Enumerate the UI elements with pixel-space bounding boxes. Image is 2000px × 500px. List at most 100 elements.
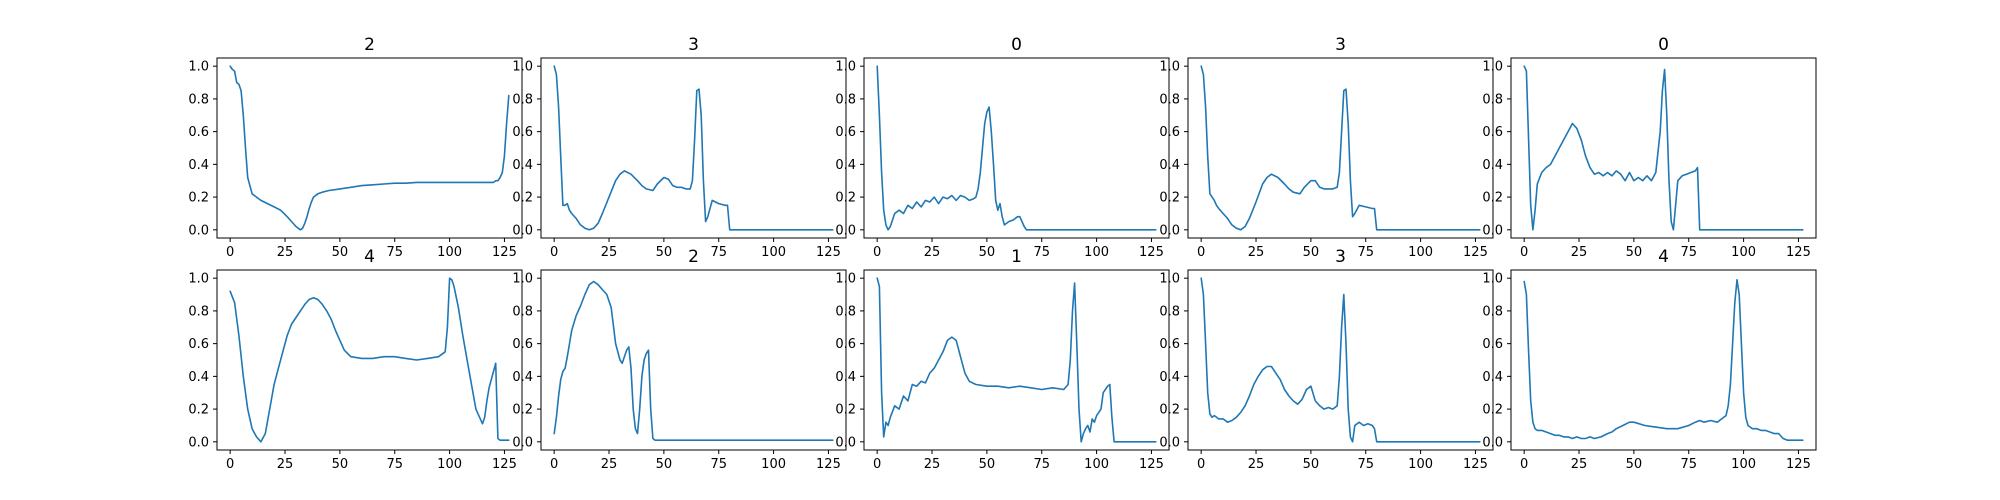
y-tick-label: 0.6 bbox=[1482, 125, 1503, 140]
y-tick-label: 0.2 bbox=[512, 191, 533, 206]
y-tick-label: 0.8 bbox=[1482, 304, 1503, 319]
y-tick-label: 0.6 bbox=[1159, 337, 1180, 352]
subplot-title: 0 bbox=[1011, 35, 1022, 55]
x-tick-label: 100 bbox=[761, 457, 786, 472]
y-tick-label: 0.4 bbox=[512, 370, 533, 385]
y-tick-label: 0.8 bbox=[512, 304, 533, 319]
subplot-1: 3 0 25 50 75 100 125 0.0 0.2 0.4 0.6 0.8 1.0 bbox=[512, 35, 847, 260]
x-tick-label: 100 bbox=[1731, 457, 1756, 472]
x-tick-label: 100 bbox=[1731, 245, 1756, 260]
subplot-title: 4 bbox=[1658, 247, 1669, 267]
subplot-0: 2 0 25 50 75 100 125 0.0 0.2 0.4 0.6 0.8 1.0 bbox=[188, 35, 523, 260]
x-tick-label: 50 bbox=[1303, 457, 1320, 472]
x-tick-label: 25 bbox=[924, 245, 941, 260]
x-tick-label: 0 bbox=[1520, 457, 1528, 472]
y-tick-label: 0.8 bbox=[835, 304, 856, 319]
y-tick-label: 0.0 bbox=[1482, 435, 1503, 450]
y-tick-label: 0.4 bbox=[512, 158, 533, 173]
x-tick-label: 50 bbox=[332, 457, 349, 472]
x-tick-label: 100 bbox=[1408, 245, 1433, 260]
y-tick-label: 1.0 bbox=[835, 60, 856, 75]
x-tick-label: 75 bbox=[386, 457, 403, 472]
y-tick-label: 0.0 bbox=[1159, 223, 1180, 238]
y-tick-label: 0.8 bbox=[188, 304, 209, 319]
y-tick-label: 0.2 bbox=[1482, 191, 1503, 206]
series-line bbox=[553, 65, 834, 231]
series-line bbox=[1523, 278, 1804, 442]
y-tick-label: 1.0 bbox=[1159, 272, 1180, 287]
x-tick-label: 125 bbox=[492, 457, 517, 472]
y-tick-label: 0.4 bbox=[1482, 158, 1503, 173]
x-tick-label: 125 bbox=[1786, 245, 1811, 260]
subplot-9: 4 0 25 50 75 100 125 0.0 0.2 0.4 0.6 0.8 1.0 bbox=[1482, 247, 1817, 472]
x-tick-label: 100 bbox=[1408, 457, 1433, 472]
x-tick-label: 0 bbox=[1197, 245, 1205, 260]
y-tick-label: 1.0 bbox=[1482, 272, 1503, 287]
subplot-2: 0 0 25 50 75 100 125 0.0 0.2 0.4 0.6 0.8 1.0 bbox=[835, 35, 1170, 260]
x-tick-label: 25 bbox=[924, 457, 941, 472]
y-tick-label: 1.0 bbox=[1482, 60, 1503, 75]
y-tick-label: 0.8 bbox=[188, 92, 209, 107]
x-tick-label: 75 bbox=[1357, 457, 1374, 472]
plot-frame bbox=[540, 269, 847, 451]
x-tick-label: 25 bbox=[1248, 457, 1265, 472]
y-tick-label: 0.4 bbox=[1482, 370, 1503, 385]
subplot-title: 0 bbox=[1658, 35, 1669, 55]
subplot-title: 2 bbox=[688, 247, 699, 267]
x-tick-label: 25 bbox=[1571, 245, 1588, 260]
x-tick-label: 75 bbox=[1357, 245, 1374, 260]
x-tick-label: 50 bbox=[656, 245, 673, 260]
y-tick-label: 0.2 bbox=[835, 191, 856, 206]
x-tick-label: 25 bbox=[1571, 457, 1588, 472]
x-tick-label: 125 bbox=[1139, 457, 1164, 472]
y-tick-label: 0.4 bbox=[188, 370, 209, 385]
y-tick-label: 0.2 bbox=[188, 191, 209, 206]
subplot-6: 2 0 25 50 75 100 125 0.0 0.2 0.4 0.6 0.8 1.0 bbox=[512, 247, 847, 472]
subplot-title: 4 bbox=[364, 247, 375, 267]
plot-frame bbox=[1187, 269, 1494, 451]
y-tick-label: 0.2 bbox=[1482, 403, 1503, 418]
x-tick-label: 50 bbox=[1303, 245, 1320, 260]
y-tick-label: 0.6 bbox=[188, 125, 209, 140]
x-tick-label: 100 bbox=[437, 245, 462, 260]
y-tick-label: 0.2 bbox=[512, 403, 533, 418]
plot-frame bbox=[863, 269, 1170, 451]
x-tick-label: 0 bbox=[550, 457, 558, 472]
subplot-3: 3 0 25 50 75 100 125 0.0 0.2 0.4 0.6 0.8 1.0 bbox=[1159, 35, 1494, 260]
y-tick-label: 0.0 bbox=[1159, 435, 1180, 450]
x-tick-label: 75 bbox=[1680, 245, 1697, 260]
x-tick-label: 100 bbox=[761, 245, 786, 260]
x-tick-label: 50 bbox=[979, 457, 996, 472]
subplot-title: 3 bbox=[1335, 35, 1346, 55]
x-tick-label: 75 bbox=[710, 245, 727, 260]
plot-frame bbox=[216, 57, 523, 239]
y-tick-label: 0.8 bbox=[1482, 92, 1503, 107]
y-tick-label: 0.0 bbox=[1482, 223, 1503, 238]
subplot-5: 4 0 25 50 75 100 125 0.0 0.2 0.4 0.6 0.8 1.0 bbox=[188, 247, 523, 472]
y-tick-label: 1.0 bbox=[188, 272, 209, 287]
x-tick-label: 25 bbox=[277, 457, 294, 472]
subplot-title: 1 bbox=[1011, 247, 1022, 267]
subplot-4: 0 0 25 50 75 100 125 0.0 0.2 0.4 0.6 0.8 1.0 bbox=[1482, 35, 1817, 260]
x-tick-label: 125 bbox=[1463, 245, 1488, 260]
plot-frame bbox=[1510, 269, 1817, 451]
y-tick-label: 0.4 bbox=[835, 370, 856, 385]
x-tick-label: 0 bbox=[1520, 245, 1528, 260]
y-tick-label: 0.8 bbox=[835, 92, 856, 107]
plot-frame bbox=[540, 57, 847, 239]
x-tick-label: 50 bbox=[332, 245, 349, 260]
y-tick-label: 0.0 bbox=[512, 223, 533, 238]
y-tick-label: 0.8 bbox=[1159, 304, 1180, 319]
y-tick-label: 0.6 bbox=[835, 337, 856, 352]
x-tick-label: 50 bbox=[1626, 245, 1643, 260]
y-tick-label: 1.0 bbox=[188, 60, 209, 75]
x-tick-label: 125 bbox=[816, 245, 841, 260]
x-tick-label: 25 bbox=[1248, 245, 1265, 260]
y-tick-label: 1.0 bbox=[835, 272, 856, 287]
x-tick-label: 25 bbox=[277, 245, 294, 260]
x-tick-label: 75 bbox=[1680, 457, 1697, 472]
y-tick-label: 0.8 bbox=[512, 92, 533, 107]
y-tick-label: 0.4 bbox=[1159, 158, 1180, 173]
x-tick-label: 50 bbox=[656, 457, 673, 472]
y-tick-label: 0.6 bbox=[512, 125, 533, 140]
